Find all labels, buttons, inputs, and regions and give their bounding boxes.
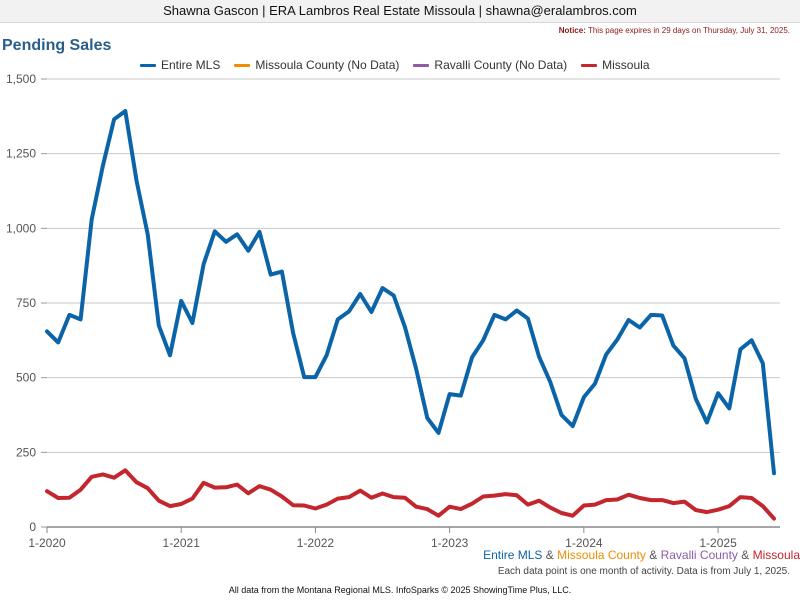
legend-label-missoula-county: Missoula County (No Data) (255, 58, 400, 72)
caption-missoula: Missoula (752, 548, 800, 562)
y-axis: 0 250 500 750 1,000 1,250 1,500 (6, 72, 47, 534)
caption-missoula-county: Missoula County (557, 548, 646, 562)
legend-label-ravalli-county: Ravalli County (No Data) (434, 58, 568, 72)
chart-legend: Entire MLS Missoula County (No Data) Rav… (140, 58, 660, 72)
legend-label-missoula: Missoula (602, 58, 650, 72)
legend-swatch-entire-mls (140, 63, 156, 67)
y-tick-label: 250 (16, 445, 36, 459)
x-tick-label: 1-2023 (431, 536, 469, 548)
caption-separator: & (545, 548, 554, 562)
chart-gridlines (47, 78, 780, 453)
caption-separator: & (741, 548, 750, 562)
header-bar: Shawna Gascon | ERA Lambros Real Estate … (0, 0, 800, 23)
y-tick-label: 500 (16, 371, 36, 385)
data-note: Each data point is one month of activity… (497, 566, 790, 577)
legend-swatch-missoula (581, 63, 598, 67)
chart-series (45, 109, 776, 521)
y-tick-label: 1,250 (6, 147, 36, 161)
expiry-notice: Notice: This page expires in 29 days on … (559, 26, 790, 35)
legend-item-entire-mls[interactable]: Entire MLS (140, 58, 220, 72)
x-tick-label: 1-2021 (163, 536, 201, 548)
notice-label: Notice: (558, 26, 586, 35)
caption-separator: & (649, 548, 658, 562)
y-tick-label: 750 (16, 296, 36, 310)
header-text: Shawna Gascon | ERA Lambros Real Estate … (163, 3, 637, 18)
legend-item-missoula-county[interactable]: Missoula County (No Data) (234, 58, 399, 72)
series-line-entire-mls (45, 109, 776, 476)
caption-entire-mls: Entire MLS (483, 548, 543, 562)
footer-credit: All data from the Montana Regional MLS. … (228, 585, 572, 595)
notice-text: This page expires in 29 days on Thursday… (587, 26, 790, 35)
legend-label-entire-mls: Entire MLS (161, 58, 221, 72)
x-tick-label: 1-2024 (565, 536, 603, 548)
x-tick-label: 1-2022 (297, 536, 335, 548)
y-tick-label: 1,500 (6, 72, 36, 86)
series-line-missoula (45, 468, 776, 521)
legend-swatch-ravalli-county (413, 63, 430, 67)
x-tick-label: 1-2020 (28, 536, 66, 548)
legend-item-missoula[interactable]: Missoula (581, 58, 650, 72)
y-tick-label: 1,000 (6, 221, 36, 235)
caption-ravalli-county: Ravalli County (660, 548, 738, 562)
x-axis: 1-2020 1-2021 1-2022 1-2023 1-2024 1-2025 (28, 526, 780, 548)
bottom-series-caption: Entire MLS & Missoula County & Ravalli C… (483, 548, 800, 562)
legend-swatch-missoula-county (234, 63, 251, 67)
legend-item-ravalli-county[interactable]: Ravalli County (No Data) (413, 58, 567, 72)
x-tick-label: 1-2025 (699, 536, 737, 548)
chart-title: Pending Sales (2, 37, 112, 54)
y-tick-label: 0 (29, 520, 36, 534)
